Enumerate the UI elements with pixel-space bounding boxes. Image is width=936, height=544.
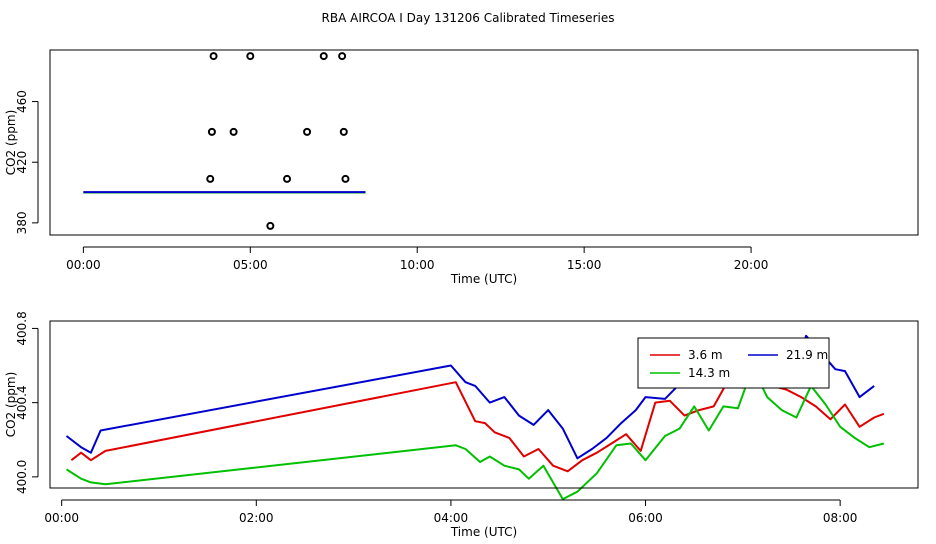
- data-point: [229, 127, 238, 136]
- legend-label: 21.9 m: [786, 348, 828, 362]
- data-point: [266, 221, 275, 230]
- y-axis-title: CO2 (ppm): [4, 110, 18, 176]
- x-tick-label: 15:00: [567, 258, 602, 272]
- data-point: [339, 127, 348, 136]
- x-axis-title: Time (UTC): [450, 272, 517, 286]
- data-point: [283, 174, 292, 183]
- data-point: [206, 174, 215, 183]
- y-tick-label: 400.4: [15, 385, 29, 419]
- x-tick-label: 06:00: [628, 511, 663, 525]
- figure-title: RBA AIRCOA I Day 131206 Calibrated Times…: [322, 11, 615, 25]
- data-point: [338, 52, 347, 61]
- bottom-panel: 00:00 02:00 04:00 06:00 08:00 Time (UTC) 400.0…: [4, 311, 919, 539]
- legend: 3.6 m 21.9 m 14.3 m: [637, 337, 830, 389]
- x-tick-label: 08:00: [823, 511, 858, 525]
- data-point: [319, 52, 328, 61]
- x-tick-label: 20:00: [734, 258, 769, 272]
- x-tick-label: 10:00: [400, 258, 435, 272]
- x-tick-label: 00:00: [44, 511, 79, 525]
- y-tick-label: 460: [15, 90, 29, 113]
- top-panel: 00:00 05:00 10:00 15:00 20:00 Time (UTC) 380 42…: [4, 49, 919, 286]
- data-point: [209, 52, 218, 61]
- legend-label: 3.6 m: [688, 348, 723, 362]
- data-point: [341, 174, 350, 183]
- x-tick-label: 04:00: [434, 511, 469, 525]
- data-point: [246, 52, 255, 61]
- series-line-3-6-m: [70, 368, 885, 473]
- y-tick-label: 400.0: [15, 460, 29, 494]
- plot-frame: [49, 49, 919, 236]
- x-tick-label: 02:00: [239, 511, 274, 525]
- x-tick-label: 00:00: [66, 258, 101, 272]
- y-tick-label: 380: [15, 211, 29, 234]
- y-tick-label: 400.8: [15, 311, 29, 345]
- y-tick-label: 420: [15, 151, 29, 174]
- plot-frame: [49, 320, 919, 489]
- series-line-14-3-m: [65, 366, 885, 501]
- data-point: [303, 127, 312, 136]
- x-tick-label: 05:00: [233, 258, 268, 272]
- legend-label: 14.3 m: [688, 366, 730, 380]
- legend-box: [637, 337, 830, 389]
- y-axis-title: CO2 (ppm): [4, 372, 18, 438]
- x-axis-title: Time (UTC): [450, 525, 517, 539]
- data-point: [207, 127, 216, 136]
